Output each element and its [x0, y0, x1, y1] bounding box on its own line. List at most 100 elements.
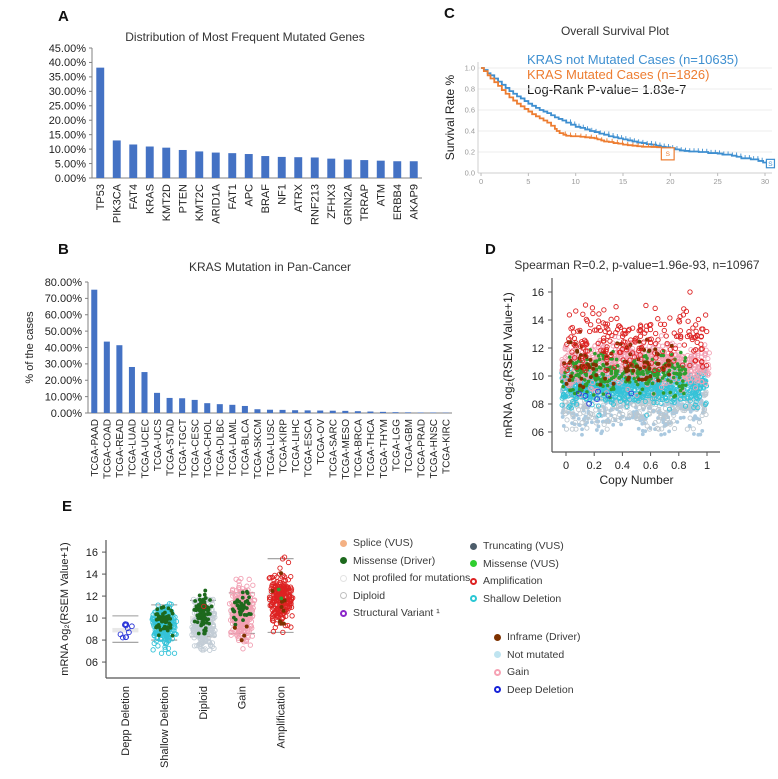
x-category-label: TCGA-MESO	[341, 419, 352, 480]
legend-item-label: Gain	[507, 666, 530, 678]
x-tick-label: 0	[479, 177, 483, 186]
y-tick-label: 45.00%	[49, 43, 87, 55]
x-tick-label: 15	[619, 177, 627, 186]
legend-marker-icon	[340, 609, 347, 617]
x-category-label: TCGA-HNSC	[429, 419, 440, 478]
strip-cluster	[230, 589, 253, 627]
legend-marker-icon	[494, 633, 501, 641]
legend-item-deep-deletion: Deep Deletion	[494, 684, 581, 696]
bar-TCGA-CESC	[191, 399, 198, 413]
x-category-label: FAT1	[227, 184, 239, 209]
bar-TCGA-MESO	[342, 410, 349, 413]
panel-a-title: Distribution of Most Frequent Mutated Ge…	[125, 30, 365, 44]
x-category-label: TCGA-LIHC	[291, 419, 302, 473]
x-category-label: TCGA-KIRP	[278, 419, 289, 474]
legend-item-label: Not mutated	[507, 648, 565, 661]
legend-item-label: Inframe (Driver)	[507, 631, 581, 643]
legend-item-diploid: Diploid	[340, 590, 470, 602]
x-tick-label: 20	[666, 177, 674, 186]
bar-TCGA-STAD	[166, 397, 173, 413]
legend-item-label: Diploid	[353, 589, 386, 602]
bar-KRAS	[145, 146, 154, 178]
legend-item-structural-variant: Structural Variant ¹	[340, 607, 470, 619]
bar-TCGA-BRCA	[354, 411, 361, 413]
panel-c-letter: C	[444, 5, 455, 22]
bar-TCGA-THYM	[379, 411, 386, 413]
bar-TCGA-LGG	[392, 412, 399, 413]
x-tick-label: 1	[704, 460, 710, 472]
x-category-label: TCGA-BRCA	[354, 419, 365, 478]
x-tick-label: 25	[713, 177, 721, 186]
y-tick-label: 40.00%	[45, 342, 83, 354]
x-category-label: RNF213	[310, 184, 322, 225]
bar-TCGA-THCA	[367, 411, 374, 413]
y-axis-title: mRNA og₂(RSEM Value+1)	[59, 542, 71, 675]
strip-cluster	[154, 605, 175, 638]
y-tick-label: 30.00%	[49, 86, 87, 98]
strip-cluster	[201, 603, 207, 610]
y-tick-label: 30.00%	[45, 359, 83, 371]
legend-item-label: Not profiled for mutations	[353, 572, 471, 584]
x-category-label: PTEN	[178, 184, 190, 213]
legend-column-1: Splice (VUS) Missense (Driver) Not profile…	[340, 537, 470, 625]
panel-d-title: Spearman R=0.2, p-value=1.96e-93, n=1096…	[514, 258, 760, 272]
legend-item-missense-vus: Missense (VUS)	[470, 558, 564, 570]
x-category-label: TCGA-STAD	[165, 419, 176, 476]
legend-column-2: Truncating (VUS) Missense (VUS) Amplificat…	[470, 540, 564, 610]
y-tick-label: 08	[86, 635, 98, 647]
x-category-label: TRRAP	[359, 184, 371, 221]
bar-TCGA-TGCT	[179, 398, 186, 413]
bar-TCGA-READ	[116, 345, 123, 413]
x-category-label: TCGA-SKCM	[253, 419, 264, 479]
y-tick-label: 10.00%	[45, 391, 83, 403]
x-axis-title: Copy Number	[599, 473, 673, 487]
x-tick-label: 0.8	[671, 460, 686, 472]
curve-end-marker-label: S	[768, 161, 773, 168]
x-category-label: TP53	[95, 184, 107, 210]
x-tick-label: 0.4	[615, 460, 630, 472]
bar-TRRAP	[360, 160, 369, 178]
x-category-label: TCGA-BLCA	[241, 419, 252, 477]
x-category-label: ZFHX3	[326, 184, 338, 219]
legend-marker-icon	[470, 542, 477, 550]
bar-NF1	[277, 156, 286, 178]
x-category-label: TCGA-ESCA	[303, 419, 314, 478]
y-tick-label: 10	[86, 613, 98, 625]
y-tick-label: 0.00%	[55, 173, 86, 185]
bar-TCGA-UCEC	[141, 372, 148, 413]
x-category-label: APC	[244, 184, 256, 207]
y-tick-label: 0.4	[465, 127, 475, 136]
legend-marker-icon	[470, 560, 477, 567]
survival-legend-mutated: KRAS Mutated Cases (n=1826)	[527, 67, 710, 82]
curve-end-marker	[765, 158, 776, 169]
y-tick-label: 0.2	[465, 148, 475, 157]
x-category-label: FAT4	[128, 184, 140, 209]
legend-item-inframe-driver: Inframe (Driver)	[494, 631, 581, 643]
bar-TCGA-LUAD	[128, 366, 135, 413]
x-category-label: TCGA-THYM	[379, 419, 390, 478]
legend-item-truncating-vus: Truncating (VUS)	[470, 540, 564, 552]
cluster-deep-deletion	[576, 388, 635, 407]
x-category-label: TCGA-LAML	[228, 419, 239, 477]
bar-APC	[244, 154, 253, 178]
y-axis-title: % of the cases	[24, 311, 36, 384]
panel-c-title: Overall Survival Plot	[560, 24, 670, 38]
x-category-label: KMT2D	[161, 184, 173, 221]
x-category-label: Amplification	[275, 686, 287, 748]
y-tick-label: 5.00%	[55, 158, 86, 170]
x-category-label: ATM	[376, 184, 388, 206]
x-category-label: TCGA-UCS	[153, 419, 164, 472]
panel-d-letter: D	[485, 241, 496, 258]
legend-marker-icon	[494, 651, 501, 658]
y-tick-label: 0.6	[465, 106, 475, 115]
panel-e-letter: E	[62, 498, 73, 515]
legend-item-gain: Gain	[494, 666, 581, 678]
legend-marker-icon	[494, 668, 501, 676]
bar-TCGA-DLBC	[216, 404, 223, 413]
bar-AKAP9	[409, 161, 418, 178]
x-category-label: TCGA-KIRC	[442, 419, 453, 474]
bar-TCGA-LUSC	[266, 409, 274, 413]
x-tick-label: 0.2	[587, 460, 602, 472]
y-tick-label: 06	[532, 427, 544, 439]
